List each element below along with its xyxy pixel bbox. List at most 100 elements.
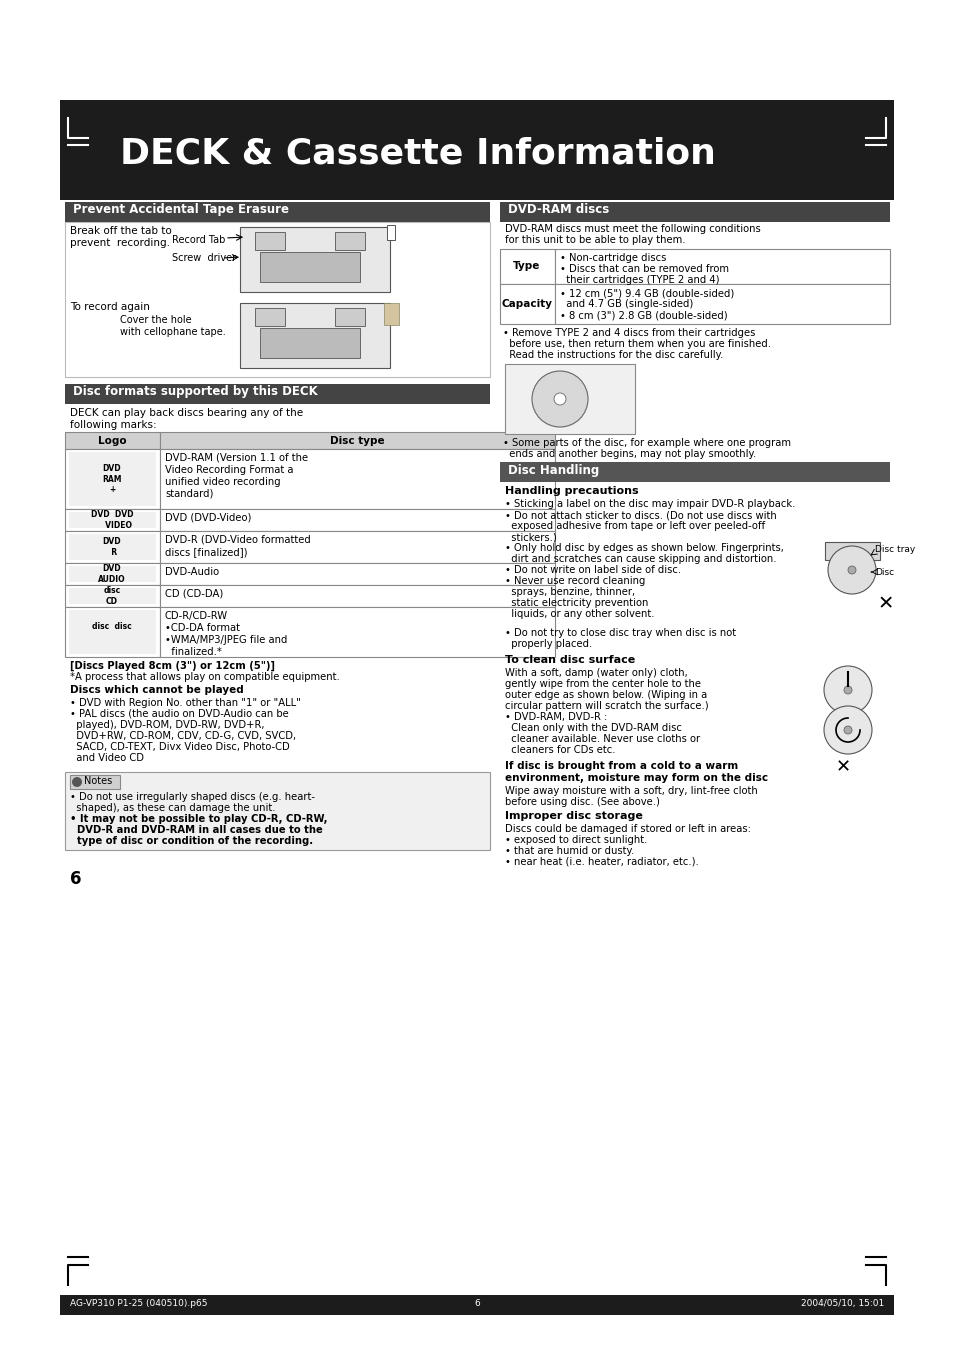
Text: Disc formats supported by this DECK: Disc formats supported by this DECK (73, 385, 317, 399)
Circle shape (823, 707, 871, 754)
Text: DVD-RAM (Version 1.1 of the
Video Recording Format a
unified video recording
sta: DVD-RAM (Version 1.1 of the Video Record… (165, 453, 308, 499)
Text: with cellophane tape.: with cellophane tape. (120, 327, 226, 336)
Bar (70, 775, 120, 789)
Bar (69, 588, 156, 604)
Text: before use, then return them when you are finished.: before use, then return them when you ar… (502, 339, 770, 349)
Text: prevent  recording.: prevent recording. (70, 238, 170, 249)
Bar (335, 232, 365, 250)
Text: • Do not try to close disc tray when disc is not: • Do not try to close disc tray when dis… (504, 628, 736, 638)
Bar (69, 566, 156, 582)
Text: • Discs that can be removed from: • Discs that can be removed from (559, 263, 728, 274)
Bar (260, 328, 359, 358)
Text: Improper disc storage: Improper disc storage (504, 811, 642, 821)
Text: stickers.): stickers.) (504, 532, 557, 542)
Text: DVD
RAM
+: DVD RAM + (102, 463, 122, 494)
Text: DVD
AUDIO: DVD AUDIO (98, 565, 126, 584)
Bar (65, 384, 490, 404)
Bar (387, 226, 395, 240)
Bar (504, 363, 635, 434)
Bar (240, 227, 390, 292)
Text: DVD
  R: DVD R (103, 538, 121, 557)
Bar (384, 303, 398, 326)
Text: DVD-RAM discs must meet the following conditions: DVD-RAM discs must meet the following co… (504, 224, 760, 234)
Circle shape (847, 566, 855, 574)
Bar (160, 585, 555, 607)
Text: Discs could be damaged if stored or left in areas:: Discs could be damaged if stored or left… (504, 824, 750, 834)
Text: and 4.7 GB (single-sided): and 4.7 GB (single-sided) (559, 299, 693, 309)
Bar (254, 232, 285, 250)
Text: for this unit to be able to play them.: for this unit to be able to play them. (504, 235, 685, 245)
Text: Disc type: Disc type (330, 436, 384, 446)
Circle shape (843, 686, 851, 694)
Bar (65, 563, 160, 585)
Text: played), DVD-ROM, DVD-RW, DVD+R,: played), DVD-ROM, DVD-RW, DVD+R, (70, 720, 264, 730)
Bar (65, 531, 160, 563)
Bar (60, 100, 893, 200)
Text: • Do not attach sticker to discs. (Do not use discs with: • Do not attach sticker to discs. (Do no… (504, 509, 776, 520)
Text: gently wipe from the center hole to the: gently wipe from the center hole to the (504, 680, 700, 689)
Text: disc  disc: disc disc (92, 621, 132, 642)
Text: dirt and scratches can cause skipping and distortion.: dirt and scratches can cause skipping an… (504, 554, 776, 563)
Bar (69, 453, 156, 507)
Text: Read the instructions for the disc carefully.: Read the instructions for the disc caref… (502, 350, 722, 359)
Bar (240, 303, 390, 367)
Text: 2004/05/10, 15:01: 2004/05/10, 15:01 (800, 1300, 883, 1308)
Text: cleaner available. Never use cloths or: cleaner available. Never use cloths or (504, 734, 700, 744)
Text: Screw  driver: Screw driver (172, 253, 236, 263)
Bar (260, 253, 359, 282)
Bar (499, 284, 555, 324)
Text: Notes: Notes (84, 775, 112, 786)
Text: CD-R/CD-RW
•CD-DA format
•WMA/MP3/JPEG file and
  finalized.*: CD-R/CD-RW •CD-DA format •WMA/MP3/JPEG f… (165, 611, 287, 657)
Text: Disc: Disc (874, 567, 893, 577)
Bar (160, 531, 555, 563)
Text: Clean only with the DVD-RAM disc: Clean only with the DVD-RAM disc (504, 723, 681, 734)
Bar (160, 509, 555, 531)
Text: To record again: To record again (70, 303, 150, 312)
Text: Prevent Accidental Tape Erasure: Prevent Accidental Tape Erasure (73, 203, 289, 216)
Text: CD (CD-DA): CD (CD-DA) (165, 589, 223, 598)
Text: cleaners for CDs etc.: cleaners for CDs etc. (504, 744, 615, 755)
Text: DECK & Cassette Information: DECK & Cassette Information (120, 136, 715, 170)
Text: • Never use record cleaning: • Never use record cleaning (504, 576, 644, 586)
Text: *A process that allows play on compatible equipment.: *A process that allows play on compatibl… (70, 671, 339, 682)
Bar (555, 284, 889, 324)
Text: type of disc or condition of the recording.: type of disc or condition of the recordi… (70, 836, 313, 846)
Bar (335, 308, 365, 326)
Text: To clean disc surface: To clean disc surface (504, 655, 635, 665)
Text: liquids, or any other solvent.: liquids, or any other solvent. (504, 609, 654, 619)
Text: DVD-R and DVD-RAM in all cases due to the: DVD-R and DVD-RAM in all cases due to th… (70, 825, 322, 835)
Bar (254, 308, 285, 326)
Text: • Do not write on label side of disc.: • Do not write on label side of disc. (504, 565, 680, 576)
Bar (60, 1296, 893, 1315)
Text: properly placed.: properly placed. (504, 639, 592, 648)
Bar (65, 607, 160, 657)
Circle shape (554, 393, 565, 405)
Text: Wipe away moisture with a soft, dry, lint-free cloth: Wipe away moisture with a soft, dry, lin… (504, 786, 757, 796)
Text: • Sticking a label on the disc may impair DVD-R playback.: • Sticking a label on the disc may impai… (504, 499, 795, 509)
Circle shape (532, 372, 587, 427)
Text: • exposed to direct sunlight.: • exposed to direct sunlight. (504, 835, 647, 844)
Text: DVD (DVD-Video): DVD (DVD-Video) (165, 513, 251, 523)
Text: and Video CD: and Video CD (70, 753, 144, 763)
Text: • near heat (i.e. heater, radiator, etc.).: • near heat (i.e. heater, radiator, etc.… (504, 857, 698, 867)
Text: • It may not be possible to play CD-R, CD-RW,: • It may not be possible to play CD-R, C… (70, 815, 327, 824)
Text: • Remove TYPE 2 and 4 discs from their cartridges: • Remove TYPE 2 and 4 discs from their c… (502, 328, 755, 338)
Bar (160, 449, 555, 509)
Bar (824, 542, 879, 561)
Bar (555, 249, 889, 284)
Bar (65, 449, 160, 509)
Bar (69, 534, 156, 561)
Text: their cartridges (TYPE 2 and 4): their cartridges (TYPE 2 and 4) (559, 276, 719, 285)
Text: • Do not use irregularly shaped discs (e.g. heart-: • Do not use irregularly shaped discs (e… (70, 792, 314, 802)
Text: DVD+RW, CD-ROM, CDV, CD-G, CVD, SVCD,: DVD+RW, CD-ROM, CDV, CD-G, CVD, SVCD, (70, 731, 295, 740)
Bar (65, 203, 490, 222)
Text: before using disc. (See above.): before using disc. (See above.) (504, 797, 659, 807)
Text: Discs which cannot be played: Discs which cannot be played (70, 685, 244, 694)
Bar (499, 203, 889, 222)
Text: • DVD with Region No. other than "1" or "ALL": • DVD with Region No. other than "1" or … (70, 698, 300, 708)
Text: DVD-R (DVD-Video formatted
discs [finalized]): DVD-R (DVD-Video formatted discs [finali… (165, 535, 311, 557)
Text: circular pattern will scratch the surface.): circular pattern will scratch the surfac… (504, 701, 708, 711)
Bar (65, 585, 160, 607)
Text: • Only hold disc by edges as shown below. Fingerprints,: • Only hold disc by edges as shown below… (504, 543, 783, 553)
Bar (65, 222, 490, 377)
